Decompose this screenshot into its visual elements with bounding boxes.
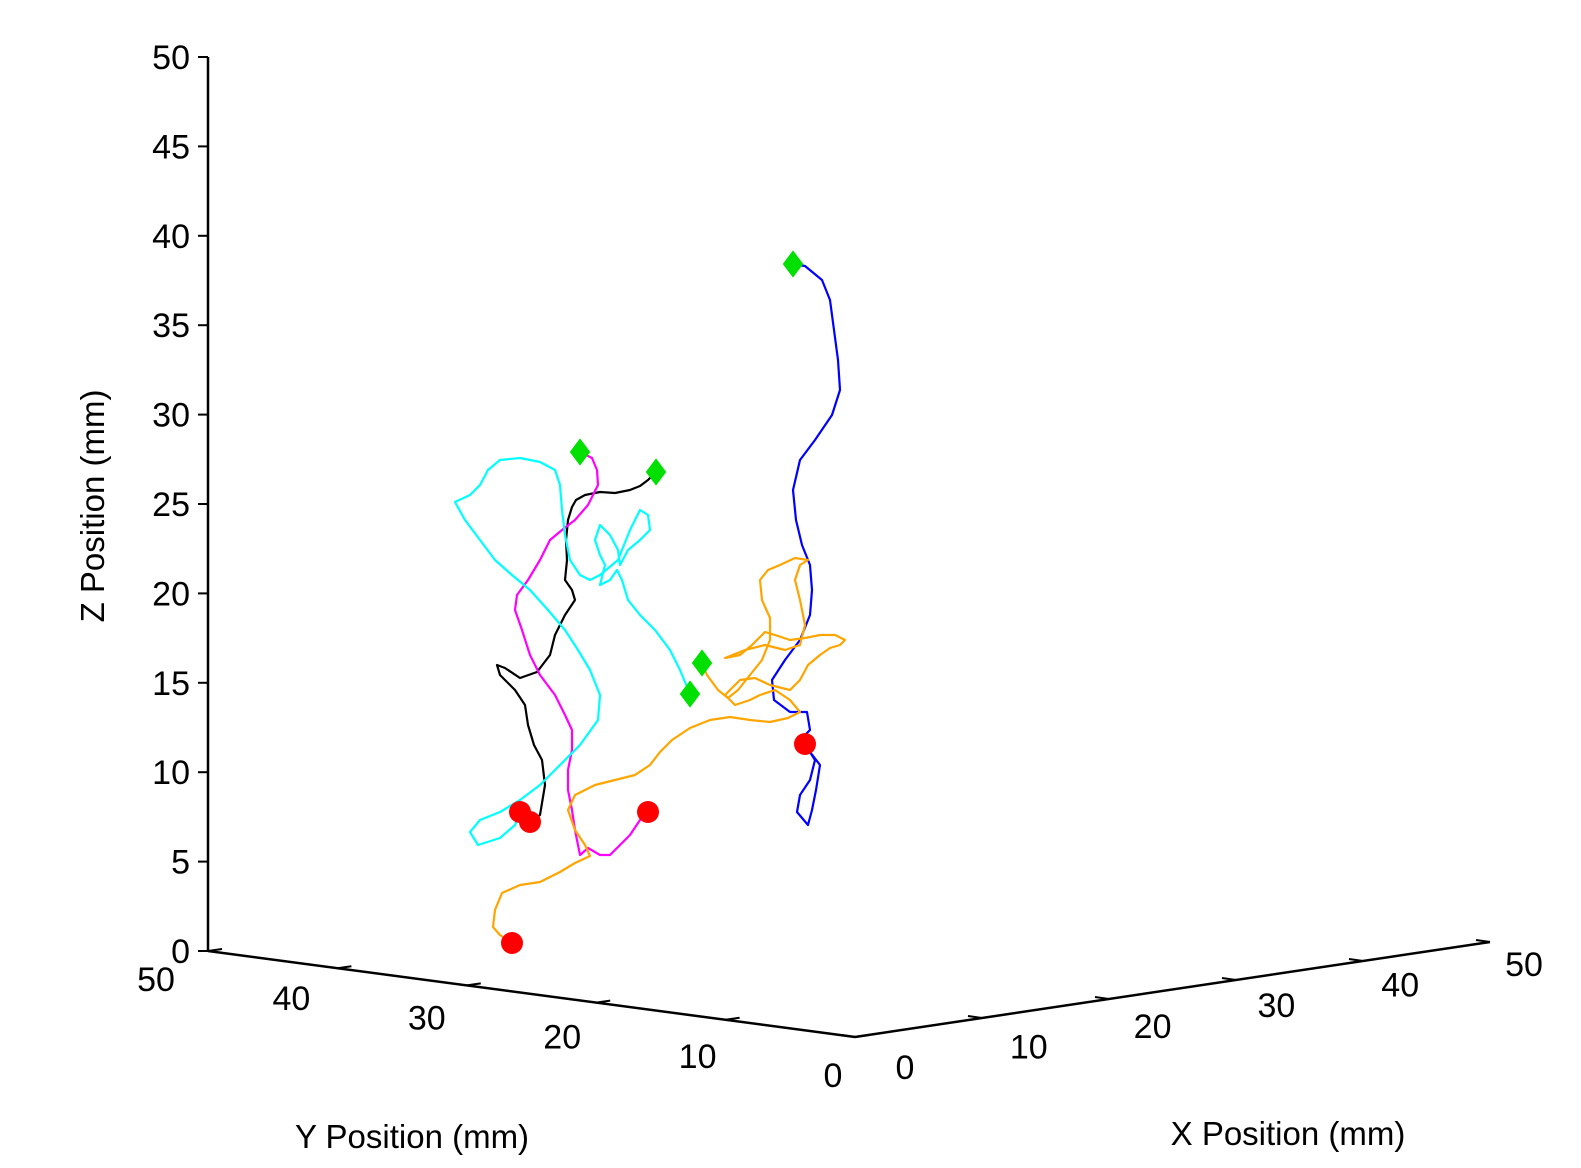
y-tick-mark	[337, 965, 352, 970]
trajectory-line	[491, 556, 847, 945]
x-tick-label: 50	[1505, 946, 1543, 984]
z-tick-label: 45	[152, 128, 190, 166]
x-axis-label: X Position (mm)	[1171, 1115, 1406, 1152]
x-tick-label: 30	[1257, 987, 1295, 1025]
trajectory-line	[770, 262, 842, 827]
x-tick-mark	[1094, 996, 1110, 1000]
end-marker	[794, 733, 816, 755]
x-tick-mark	[967, 1015, 983, 1019]
x-tick-label: 40	[1381, 967, 1419, 1005]
x-axis-ticks: 0 10 20 30 40 50	[840, 939, 1543, 1087]
x-axis-line	[854, 940, 1491, 1039]
z-tick-label: 10	[152, 754, 190, 792]
trajectory-line	[453, 456, 692, 847]
y-axis-line	[207, 949, 856, 1039]
y-axis-label: Y Position (mm)	[295, 1118, 529, 1155]
axes-group	[206, 57, 1491, 1039]
z-tick-label: 50	[152, 39, 190, 77]
y-tick-mark	[466, 982, 481, 987]
x-tick-label: 20	[1134, 1008, 1172, 1046]
start-marker	[691, 649, 713, 677]
trajectory-line	[495, 470, 658, 824]
z-tick-label: 5	[171, 844, 190, 882]
z-tick-label: 35	[152, 307, 190, 345]
end-marker	[509, 801, 531, 823]
y-tick-label: 0	[824, 1057, 843, 1095]
markers-group	[501, 250, 816, 954]
z-tick-label: 0	[171, 933, 190, 971]
x-tick-mark	[840, 1034, 856, 1038]
end-marker	[637, 801, 659, 823]
z-tick-label: 15	[152, 665, 190, 703]
z-axis-label: Z Position (mm)	[74, 390, 111, 623]
y-tick-label: 30	[408, 999, 446, 1037]
x-tick-label: 10	[1010, 1028, 1048, 1066]
trajectories-group	[453, 262, 847, 945]
y-tick-mark	[854, 1034, 870, 1038]
z-tick-label: 40	[152, 218, 190, 256]
y-tick-mark	[596, 999, 611, 1004]
trajectory-line	[513, 450, 650, 857]
start-marker	[569, 438, 591, 466]
x-tick-label: 0	[896, 1049, 915, 1087]
z-tick-label: 25	[152, 486, 190, 524]
z-tick-label: 30	[152, 397, 190, 435]
end-marker	[501, 932, 523, 954]
y-tick-mark	[207, 948, 223, 952]
y-tick-label: 40	[272, 980, 310, 1018]
y-tick-label: 20	[543, 1019, 581, 1057]
y-axis-ticks: 50 40 30 20 10 0	[137, 948, 870, 1095]
start-marker	[679, 680, 701, 708]
z-tick-label: 20	[152, 575, 190, 613]
y-tick-label: 10	[679, 1038, 717, 1076]
y-tick-mark	[725, 1016, 740, 1021]
z-axis-ticks: 0 5 10 15 20 25 30 35 40 45 50	[152, 39, 208, 971]
x-tick-mark	[1475, 939, 1491, 943]
x-tick-mark	[1348, 958, 1364, 962]
start-marker	[645, 458, 667, 486]
x-tick-mark	[1221, 977, 1237, 981]
y-tick-label: 50	[137, 961, 175, 999]
start-marker	[782, 250, 804, 278]
